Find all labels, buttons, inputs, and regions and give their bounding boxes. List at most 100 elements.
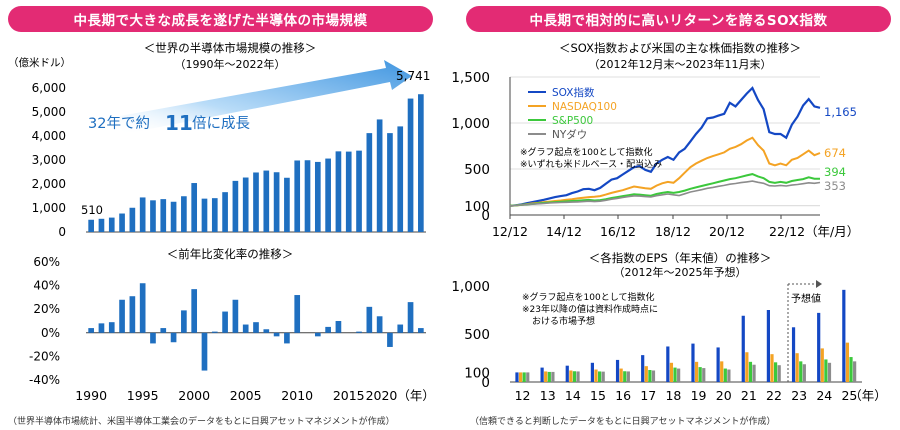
eps-bar <box>651 370 656 382</box>
eps-bar <box>745 352 749 382</box>
eps-bar <box>817 312 821 382</box>
eps-bar <box>590 362 594 382</box>
eps-bar <box>845 342 850 382</box>
growth-rate-ytick: -40% <box>29 373 60 387</box>
market-size-bar <box>366 133 373 232</box>
eps-bar <box>619 368 623 382</box>
index-line-3 <box>509 180 821 207</box>
market-size-bar <box>376 119 383 232</box>
eps-bar <box>795 353 799 382</box>
right-banner: 中長期で相対的に高いリターンを誇るSOX指数 <box>466 6 891 32</box>
growth-rate-bar <box>88 328 94 333</box>
growth-rate-axes: -40% -20% 0% 20% 40% 60% 1990 1995 2000 2005 2010 2… <box>29 255 435 403</box>
eps-bar <box>770 354 774 382</box>
growth-rate-bar <box>232 299 239 333</box>
eps-bar <box>569 370 573 382</box>
market-size-ytick: 3,000 <box>32 153 66 167</box>
market-size-ytick: 5,000 <box>32 105 66 119</box>
eps-bar <box>547 371 551 382</box>
eps-bar <box>623 371 627 382</box>
growth-rate-bar <box>201 332 208 371</box>
eps-bar <box>673 367 677 382</box>
eps-bar <box>799 361 803 382</box>
market-size-bar <box>304 160 311 232</box>
growth-rate-bar <box>366 306 373 333</box>
index-xtick: 12/12 <box>492 224 528 239</box>
eps-bar <box>849 357 853 382</box>
eps-bar <box>601 371 605 382</box>
market-size-bar <box>325 158 331 232</box>
index-note-2: ※いずれも米ドルベース・配当込み <box>520 158 662 170</box>
market-size-bar <box>150 200 156 232</box>
left-source: （世界半導体市場統計、米国半導体工業会のデータをもとに日興アセットマネジメントが… <box>8 417 395 427</box>
market-size-ytick: 4,000 <box>32 129 66 143</box>
eps-xtick: 15 <box>590 388 606 403</box>
market-size-bar <box>314 161 321 232</box>
index-title: ＜SOX指数および米国の主な株価指数の推移＞ <box>559 41 801 55</box>
market-size-bar <box>418 94 424 232</box>
growth-arrow <box>120 60 412 134</box>
growth-rate-bar <box>181 310 187 333</box>
growth-rate-bar <box>129 296 136 333</box>
growth-rate-bar <box>335 321 342 333</box>
growth-rate-bars <box>88 283 424 371</box>
market-size-bar <box>345 151 352 232</box>
eps-bar <box>820 348 824 382</box>
growth-rate-title: ＜前年比変化率の推移＞ <box>167 247 294 261</box>
index-ytick: 1,000 <box>451 116 490 132</box>
index-end-label: 394 <box>824 165 846 179</box>
market-size-bar <box>160 199 167 232</box>
eps-bar <box>677 368 681 382</box>
growth-rate-ytick: 60% <box>33 255 60 269</box>
index-xtick: 18/12 <box>655 224 691 239</box>
market-size-ytick: 6,000 <box>32 81 66 95</box>
eps-subtitle: （2012年～2025年予想） <box>614 265 747 279</box>
market-size-bar <box>335 151 342 232</box>
eps-bars <box>515 289 857 382</box>
growth-text-b: 11 <box>165 111 193 135</box>
market-size-bar <box>284 177 290 232</box>
eps-xtick: 19 <box>691 388 707 403</box>
eps-note-2: ※23年以降の値は資料作成時点に <box>522 303 658 315</box>
index-ytick: 0 <box>481 208 490 224</box>
eps-bar <box>615 359 620 382</box>
growth-rate-bar <box>356 331 362 333</box>
growth-rate-bar <box>376 316 383 333</box>
growth-rate-bar <box>273 332 280 337</box>
eps-xtick: 13 <box>540 388 556 403</box>
eps-bar <box>752 364 756 382</box>
market-size-title: ＜世界の半導体市場規模の推移＞ <box>144 41 317 55</box>
eps-bar <box>644 366 648 382</box>
market-size-bar <box>273 172 280 232</box>
eps-bar <box>572 371 577 382</box>
eps-xtick: 16 <box>615 388 631 403</box>
market-size-bar <box>181 196 187 232</box>
growth-rate-bar <box>119 299 125 333</box>
eps-bar <box>518 372 523 382</box>
eps-bar <box>694 361 699 382</box>
eps-bar <box>565 365 569 382</box>
growth-rate-bar <box>314 332 321 337</box>
eps-xtick: 12 <box>515 388 531 403</box>
eps-xtick: 23 <box>791 388 807 403</box>
market-size-bar <box>191 183 198 232</box>
eps-xtick: 25 <box>841 388 857 403</box>
index-ytick: 100 <box>464 199 490 215</box>
index-xtick: 16/12 <box>600 224 636 239</box>
eps-bar <box>853 361 857 382</box>
market-size-bar <box>139 197 146 232</box>
eps-bar <box>669 362 674 382</box>
legend-label: S&P500 <box>552 115 593 127</box>
legend-label: NASDAQ100 <box>552 101 617 113</box>
index-line-2 <box>509 173 821 207</box>
eps-xtick: 17 <box>640 388 656 403</box>
eps-xtick: 18 <box>665 388 681 403</box>
eps-xtick: 14 <box>565 388 581 403</box>
growth-rate-bar <box>263 329 270 333</box>
eps-bar <box>727 369 731 382</box>
eps-bar <box>777 365 781 382</box>
eps-bar <box>720 361 724 382</box>
eps-bar <box>526 372 530 382</box>
